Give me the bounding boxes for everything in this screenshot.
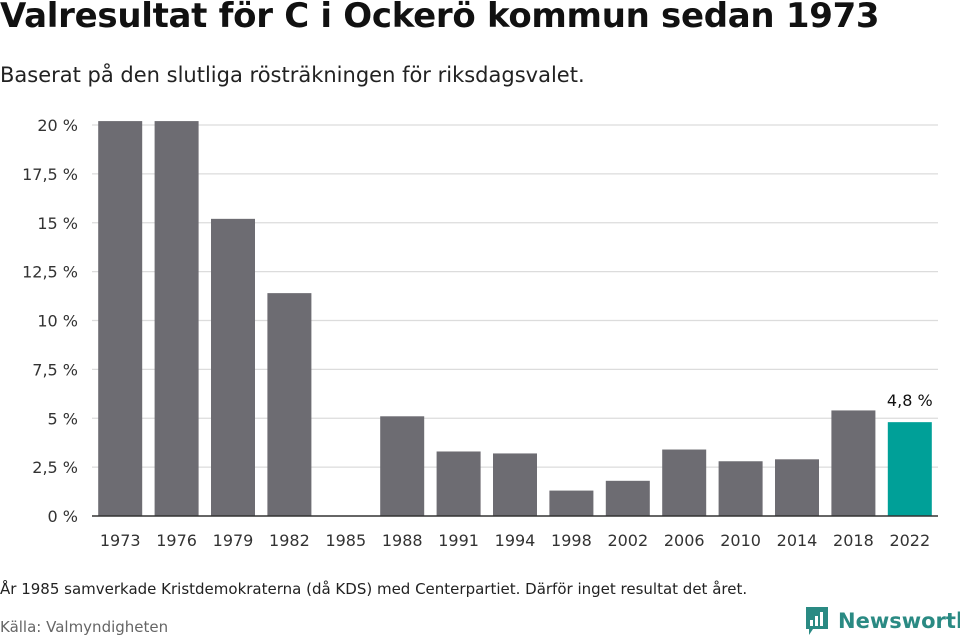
bar	[211, 218, 255, 516]
data-label: 4,8 %	[887, 391, 933, 410]
brand-name: Newsworthy	[838, 609, 960, 633]
y-tick-label: 7,5 %	[32, 360, 78, 379]
bar	[267, 293, 312, 516]
bar	[493, 453, 537, 516]
x-tick-label: 1982	[269, 531, 310, 550]
bar	[98, 121, 143, 516]
x-tick-label: 1991	[438, 531, 479, 550]
y-tick-label: 2,5 %	[32, 458, 78, 477]
x-tick-label: 1985	[325, 531, 366, 550]
bar	[831, 410, 876, 516]
chart-title: Valresultat för C i Ockerö kommun sedan …	[0, 0, 880, 36]
newsworthy-logo-icon	[806, 607, 828, 635]
source-text: Källa: Valmyndigheten	[0, 618, 169, 636]
x-tick-label: 2006	[664, 531, 705, 550]
x-tick-label: 1988	[382, 531, 423, 550]
x-tick-label: 2002	[607, 531, 648, 550]
bar	[662, 449, 707, 516]
footnote: År 1985 samverkade Kristdemokraterna (då…	[0, 580, 748, 598]
x-tick-label: 1973	[100, 531, 141, 550]
x-tick-label: 2018	[833, 531, 874, 550]
x-tick-label: 1976	[156, 531, 197, 550]
bar	[718, 461, 763, 516]
y-tick-label: 20 %	[37, 116, 78, 135]
x-tick-label: 1998	[551, 531, 592, 550]
chart-subtitle: Baserat på den slutliga rösträkningen fö…	[0, 63, 585, 87]
x-tick-label: 2014	[777, 531, 818, 550]
bar	[605, 480, 650, 516]
bar	[380, 416, 425, 516]
bar	[549, 490, 594, 516]
y-tick-label: 5 %	[48, 409, 78, 428]
x-tick-label: 1994	[495, 531, 536, 550]
x-tick-label: 1979	[213, 531, 254, 550]
y-tick-label: 12,5 %	[22, 263, 78, 282]
brand-logo: Newsworthy	[804, 606, 960, 636]
y-tick-label: 0 %	[48, 507, 78, 526]
bar	[887, 422, 932, 516]
x-tick-label: 2010	[720, 531, 761, 550]
y-tick-label: 17,5 %	[22, 165, 78, 184]
bar	[775, 459, 819, 516]
bar	[154, 121, 199, 516]
x-tick-label: 2022	[889, 531, 930, 550]
bar	[436, 451, 481, 516]
y-tick-label: 15 %	[37, 214, 78, 233]
y-tick-label: 10 %	[37, 312, 78, 331]
